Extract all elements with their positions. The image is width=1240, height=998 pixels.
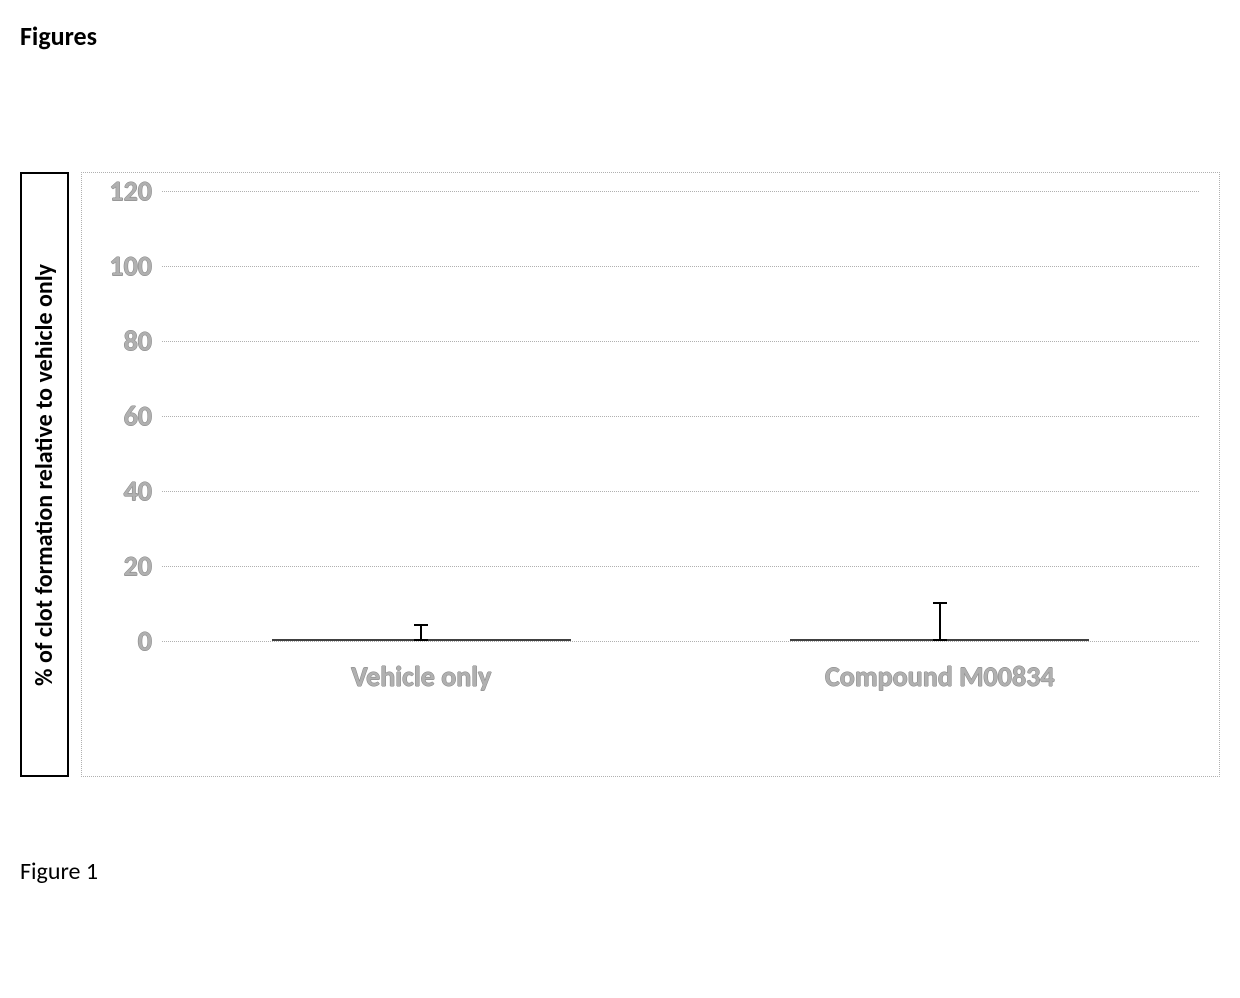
plot-region: 020406080100120 bbox=[162, 191, 1199, 641]
gridline bbox=[162, 491, 1199, 492]
gridline bbox=[162, 266, 1199, 267]
y-tick-label: 80 bbox=[92, 323, 152, 358]
gridline bbox=[162, 566, 1199, 567]
figure-container: % of clot formation relative to vehicle … bbox=[20, 172, 1220, 777]
y-tick-label: 20 bbox=[92, 549, 152, 584]
y-tick-label: 0 bbox=[92, 624, 152, 659]
y-tick-label: 120 bbox=[92, 174, 152, 209]
y-tick-label: 100 bbox=[92, 248, 152, 283]
gridline bbox=[162, 641, 1199, 642]
gridline bbox=[162, 341, 1199, 342]
x-tick-label: Compound M00834 bbox=[732, 659, 1147, 694]
gridline bbox=[162, 416, 1199, 417]
error-bar bbox=[420, 625, 422, 640]
y-tick-label: 60 bbox=[92, 399, 152, 434]
error-cap-top bbox=[933, 602, 947, 604]
page-heading: Figures bbox=[20, 20, 1220, 52]
figure-caption: Figure 1 bbox=[20, 857, 1220, 886]
y-tick-label: 40 bbox=[92, 473, 152, 508]
gridline bbox=[162, 191, 1199, 192]
error-bar bbox=[939, 603, 941, 641]
chart-panel: 020406080100120 Vehicle onlyCompound M00… bbox=[81, 172, 1220, 777]
y-axis-label: % of clot formation relative to vehicle … bbox=[30, 264, 59, 686]
x-tick-label: Vehicle only bbox=[214, 659, 629, 694]
y-axis-label-box: % of clot formation relative to vehicle … bbox=[20, 172, 69, 777]
x-axis-labels: Vehicle only Compound M00834 bbox=[162, 659, 1199, 694]
error-cap-top bbox=[414, 624, 428, 626]
